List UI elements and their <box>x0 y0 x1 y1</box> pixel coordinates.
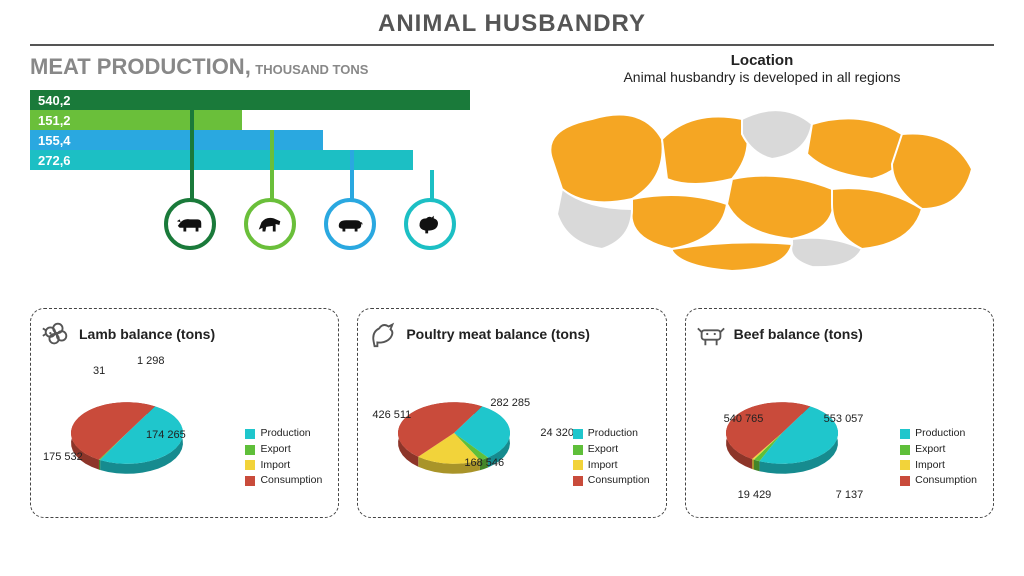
meat-bar: 540,2 <box>30 90 470 110</box>
legend-label: Import <box>260 458 290 474</box>
pie-label-production: 540 765 <box>724 413 764 425</box>
legend-item-export: Export <box>900 442 977 458</box>
meat-bar: 151,2 <box>30 110 242 130</box>
legend-item-export: Export <box>573 442 650 458</box>
legend-swatch <box>573 429 583 439</box>
map-region <box>727 176 834 239</box>
kazakhstan-map <box>530 89 994 279</box>
pie-label-consumption: 426 511 <box>372 409 411 421</box>
legend-item-consumption: Consumption <box>573 473 650 489</box>
balance-panel: Beef balance (tons) 540 765 19 429 7 137 553… <box>685 308 994 518</box>
pie-label-import: 7 137 <box>836 489 864 501</box>
legend-label: Production <box>260 426 310 442</box>
pie-label-export: 1 298 <box>137 355 165 367</box>
legend-item-consumption: Consumption <box>245 473 322 489</box>
map-region <box>892 133 972 209</box>
location-subtitle: Animal husbandry is developed in all reg… <box>530 69 994 85</box>
horse-icon <box>244 198 296 250</box>
map-region <box>807 118 904 179</box>
page-title: ANIMAL HUSBANDRY <box>0 0 1024 44</box>
legend-label: Consumption <box>915 473 977 489</box>
legend-label: Export <box>588 442 618 458</box>
pie-label-production: 174 265 <box>146 429 186 441</box>
legend-swatch <box>573 476 583 486</box>
legend-item-import: Import <box>573 458 650 474</box>
chicken-icon <box>404 198 456 250</box>
balance-panels-row: Lamb balance (tons) 174 265 1 298 31 175 532… <box>0 294 1024 518</box>
pie-label-production: 282 285 <box>490 397 530 409</box>
map-region <box>632 195 728 249</box>
pie-label-export: 24 320 <box>540 427 574 439</box>
cow2-icon <box>696 319 726 349</box>
meat-production-block: MEAT PRODUCTION, THOUSAND TONS 540,2151,… <box>30 54 510 294</box>
location-title: Location <box>530 52 994 69</box>
legend-label: Import <box>915 458 945 474</box>
title-rule <box>30 44 994 46</box>
legend-swatch <box>900 476 910 486</box>
legend-item-import: Import <box>245 458 322 474</box>
location-block: Location Animal husbandry is developed i… <box>530 54 994 294</box>
legend: ProductionExportImportConsumption <box>245 426 322 489</box>
legend-item-consumption: Consumption <box>900 473 977 489</box>
legend-swatch <box>573 445 583 455</box>
legend-swatch <box>245 460 255 470</box>
map-region <box>672 242 792 271</box>
map-region <box>742 110 812 159</box>
panel-title: Poultry meat balance (tons) <box>406 326 590 342</box>
pie-label-consumption: 553 057 <box>824 413 864 425</box>
legend-label: Import <box>588 458 618 474</box>
legend-item-export: Export <box>245 442 322 458</box>
pie-label-export: 19 429 <box>738 489 772 501</box>
meat-bar: 272,6 <box>30 150 413 170</box>
balance-panel: Poultry meat balance (tons) 282 285 24 320… <box>357 308 666 518</box>
balance-panel: Lamb balance (tons) 174 265 1 298 31 175 532… <box>30 308 339 518</box>
sheep-icon <box>41 319 71 349</box>
map-region <box>662 117 748 185</box>
bird-icon <box>368 319 398 349</box>
legend: ProductionExportImportConsumption <box>900 426 977 489</box>
legend-swatch <box>900 429 910 439</box>
pie-label-import: 31 <box>93 365 105 377</box>
meat-heading-small: THOUSAND TONS <box>255 62 368 77</box>
legend-label: Export <box>260 442 290 458</box>
legend-swatch <box>900 445 910 455</box>
legend-swatch <box>573 460 583 470</box>
legend-swatch <box>900 460 910 470</box>
legend-item-production: Production <box>245 426 322 442</box>
legend-label: Export <box>915 442 945 458</box>
legend-swatch <box>245 429 255 439</box>
legend-label: Production <box>588 426 638 442</box>
legend-swatch <box>245 476 255 486</box>
panel-title: Beef balance (tons) <box>734 326 863 342</box>
meat-bars: 540,2151,2155,4272,6 <box>30 90 510 170</box>
legend-label: Consumption <box>260 473 322 489</box>
pie-label-import: 168 546 <box>464 457 504 469</box>
panel-title: Lamb balance (tons) <box>79 326 215 342</box>
legend-item-production: Production <box>573 426 650 442</box>
pig-icon <box>324 198 376 250</box>
legend-label: Production <box>915 426 965 442</box>
pie-label-consumption: 175 532 <box>43 451 83 463</box>
legend-swatch <box>245 445 255 455</box>
legend-item-import: Import <box>900 458 977 474</box>
cow-icon <box>164 198 216 250</box>
legend-item-production: Production <box>900 426 977 442</box>
meat-heading-big: MEAT PRODUCTION, <box>30 54 251 79</box>
meat-bar: 155,4 <box>30 130 323 150</box>
legend-label: Consumption <box>588 473 650 489</box>
legend: ProductionExportImportConsumption <box>573 426 650 489</box>
map-region <box>550 115 662 203</box>
animal-icons-row <box>30 178 510 258</box>
